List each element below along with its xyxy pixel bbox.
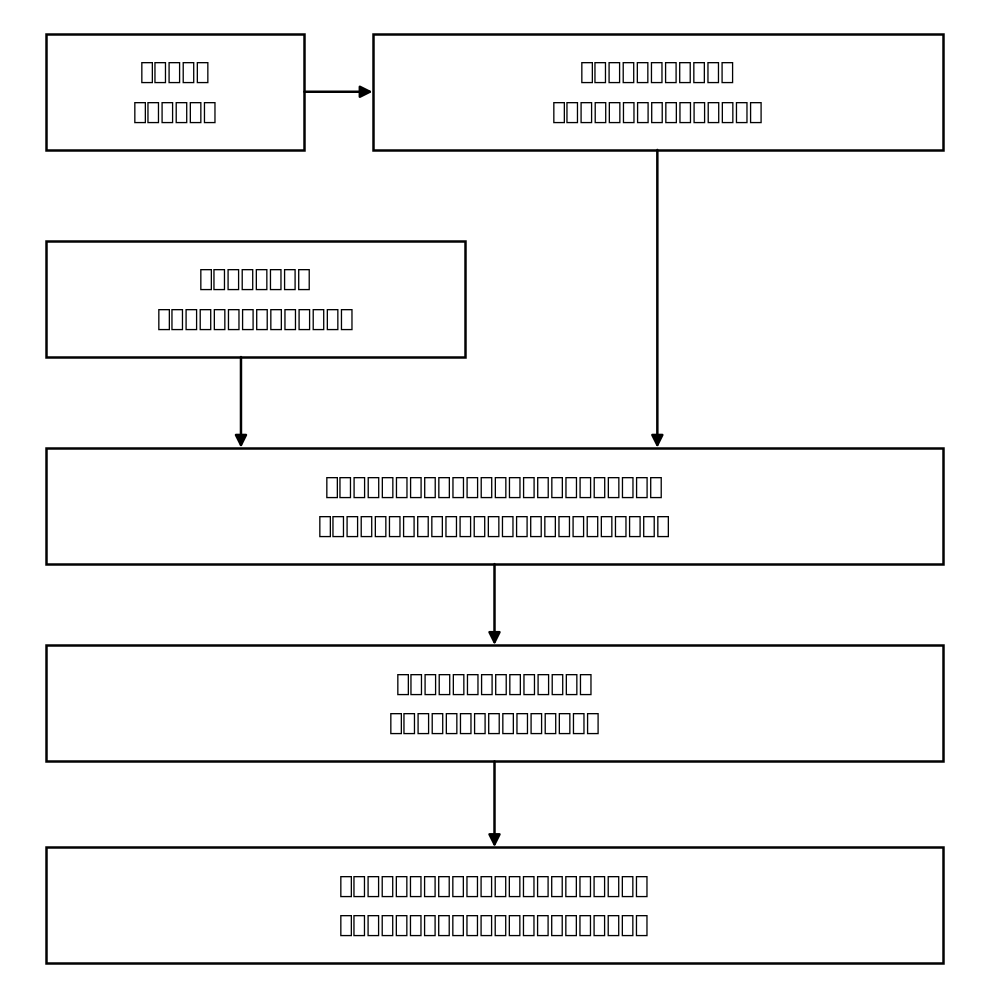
Text: 通过线性化方法将配电网
最优潮流模型转化为线性规划模型: 通过线性化方法将配电网 最优潮流模型转化为线性规划模型 [552, 60, 764, 123]
FancyBboxPatch shape [45, 448, 944, 564]
Text: 通过求解混合整数线性规划模型得到充电站定价的
最优策略，从而为电动汽车用户提供最优充电方案: 通过求解混合整数线性规划模型得到充电站定价的 最优策略，从而为电动汽车用户提供最… [339, 874, 650, 937]
Text: 建立配电网
最优潮流模型: 建立配电网 最优潮流模型 [133, 60, 218, 123]
FancyBboxPatch shape [45, 34, 305, 150]
Text: 建立电动汽车用户
最优充电站和充电时段选择模型: 建立电动汽车用户 最优充电站和充电时段选择模型 [156, 267, 354, 330]
Text: 建立双层规划模型，上层问题为配电网最优潮流问题，
下层问题为电动汽车用户最优充电站和充电时段选择问题: 建立双层规划模型，上层问题为配电网最优潮流问题， 下层问题为电动汽车用户最优充电… [317, 474, 672, 538]
FancyBboxPatch shape [373, 34, 944, 150]
FancyBboxPatch shape [45, 241, 465, 357]
Text: 通过强对偶理论将双层规划模型
转化为单层混合整数线性规划模型: 通过强对偶理论将双层规划模型 转化为单层混合整数线性规划模型 [389, 672, 600, 735]
FancyBboxPatch shape [45, 645, 944, 761]
FancyBboxPatch shape [45, 847, 944, 963]
